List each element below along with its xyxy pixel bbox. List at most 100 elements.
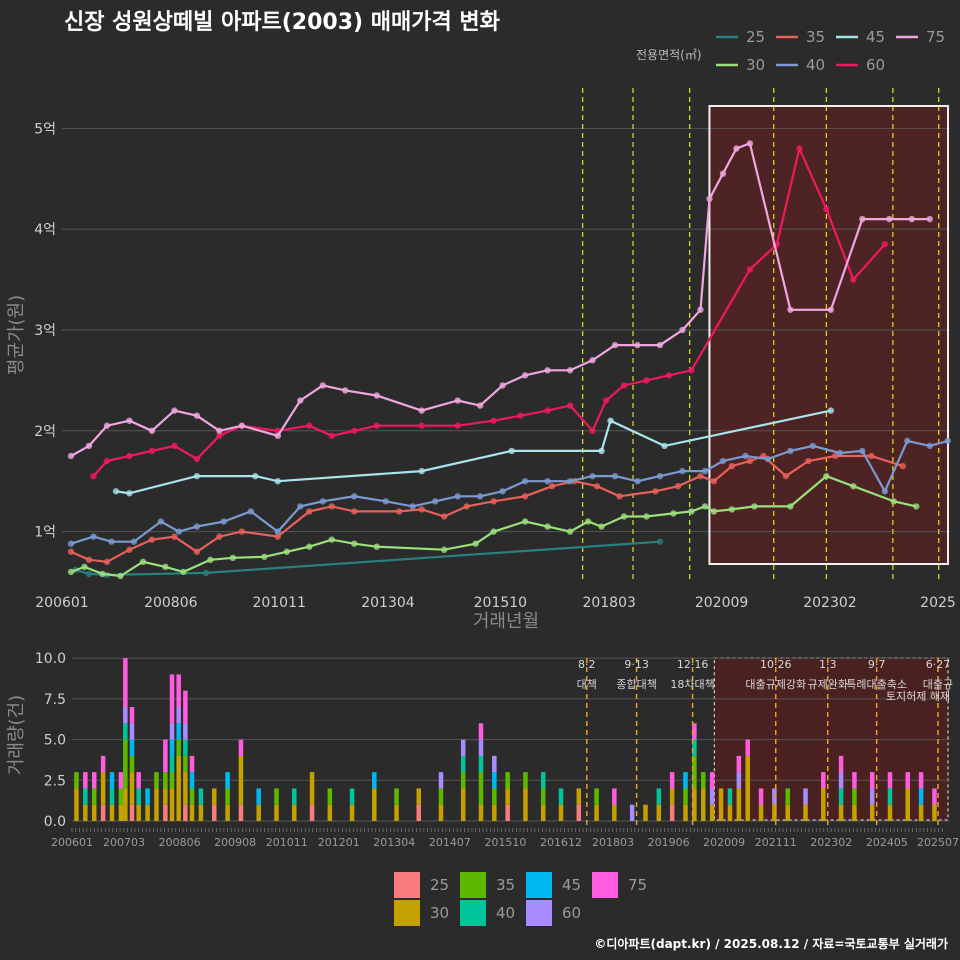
volume-legend-swatch xyxy=(460,872,486,898)
data-point xyxy=(899,462,906,470)
volume-bar xyxy=(838,788,844,805)
data-point xyxy=(751,503,758,510)
data-point xyxy=(746,266,754,273)
data-point xyxy=(796,145,803,152)
volume-bar xyxy=(932,788,937,805)
series-30 xyxy=(67,472,920,580)
volume-legend-label: 75 xyxy=(628,876,647,894)
data-point xyxy=(139,558,147,566)
data-point xyxy=(490,498,497,505)
volume-bar xyxy=(183,739,188,756)
data-point xyxy=(733,145,740,152)
data-point xyxy=(126,490,133,497)
volume-bar xyxy=(123,723,128,740)
data-point xyxy=(544,477,551,485)
volume-ytick-label: 10.0 xyxy=(35,651,66,667)
volume-xtick-label: 200601 xyxy=(51,836,93,849)
data-point xyxy=(67,540,75,547)
data-point xyxy=(719,170,727,177)
data-point xyxy=(440,513,448,520)
volume-bar xyxy=(683,772,688,789)
data-point xyxy=(859,215,866,223)
volume-bar xyxy=(803,804,808,821)
price-ytick-label: 5억 xyxy=(34,121,56,137)
data-point xyxy=(81,563,88,571)
volume-bar xyxy=(183,772,188,805)
volume-legend-swatch xyxy=(394,900,420,926)
volume-bar xyxy=(169,772,175,789)
data-point xyxy=(171,533,178,540)
data-point xyxy=(103,422,111,429)
data-point xyxy=(688,508,695,515)
data-point xyxy=(418,506,425,513)
data-point xyxy=(521,477,529,485)
volume-y-axis-title: 거래량(건) xyxy=(6,695,27,775)
volume-bar xyxy=(256,804,261,821)
price-ytick-label: 1억 xyxy=(34,525,56,541)
volume-bar xyxy=(118,788,124,805)
data-point xyxy=(351,493,358,500)
volume-ytick-label: 7.5 xyxy=(44,692,66,708)
volume-bar xyxy=(129,772,135,805)
volume-bar xyxy=(478,755,484,773)
volume-bar xyxy=(372,772,377,789)
legend-label-45: 45 xyxy=(866,28,885,46)
volume-bar xyxy=(74,788,79,821)
volume-bar xyxy=(540,772,546,789)
volume-bar xyxy=(701,788,706,821)
volume-bar xyxy=(492,788,497,805)
data-point xyxy=(566,528,574,535)
data-point xyxy=(656,538,664,545)
volume-ytick-label: 5.0 xyxy=(44,733,66,749)
data-point xyxy=(373,392,380,399)
price-ytick-label: 3억 xyxy=(34,323,56,339)
volume-legend-label: 60 xyxy=(562,904,581,922)
data-point xyxy=(589,472,596,480)
data-point xyxy=(148,447,156,455)
volume-bar xyxy=(478,723,484,740)
volume-bar xyxy=(372,788,377,821)
data-point xyxy=(593,483,601,490)
volume-bar xyxy=(136,772,141,789)
credit-text: ©디아파트(dapt.kr) / 2025.08.12 / 자료=국토교통부 실… xyxy=(594,937,948,951)
price-x-axis-title: 거래년월 xyxy=(473,611,539,632)
volume-bar xyxy=(727,788,733,805)
data-point xyxy=(764,455,772,463)
data-point xyxy=(162,563,169,571)
data-point xyxy=(67,452,75,460)
volume-bar xyxy=(727,804,733,821)
data-point xyxy=(463,503,470,510)
data-point xyxy=(67,568,75,576)
volume-bar xyxy=(869,804,875,821)
data-point xyxy=(634,477,641,485)
data-point xyxy=(710,508,718,515)
volume-bar xyxy=(100,755,106,773)
data-point xyxy=(229,554,237,562)
data-point xyxy=(382,498,389,505)
data-point xyxy=(85,556,93,564)
data-point xyxy=(827,407,835,414)
data-point xyxy=(706,195,713,203)
volume-bar xyxy=(416,788,422,805)
volume-bar xyxy=(478,804,484,821)
volume-bar xyxy=(109,772,115,789)
data-point xyxy=(634,341,641,349)
legend-label-25: 25 xyxy=(746,28,765,46)
volume-bar xyxy=(74,772,79,789)
data-point xyxy=(697,306,704,313)
volume-bar xyxy=(576,788,582,805)
volume-bar xyxy=(198,788,204,805)
data-point xyxy=(566,477,574,485)
volume-bar xyxy=(683,788,688,805)
volume-bar xyxy=(918,772,924,789)
volume-bar xyxy=(129,804,135,821)
price-xtick-label: 202009 xyxy=(695,595,748,611)
data-point xyxy=(148,427,156,434)
data-point xyxy=(710,477,718,485)
volume-bar xyxy=(918,804,924,821)
data-point xyxy=(742,452,749,460)
data-point xyxy=(611,341,619,349)
data-point xyxy=(490,528,497,535)
volume-bar xyxy=(129,755,135,773)
data-point xyxy=(193,523,201,530)
